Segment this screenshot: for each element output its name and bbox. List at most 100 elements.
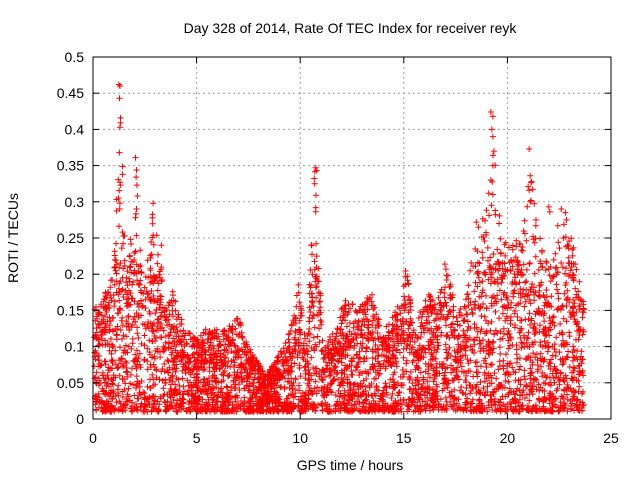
- data-point: [354, 352, 361, 359]
- data-point: [113, 207, 120, 214]
- data-point: [477, 363, 484, 370]
- data-point: [563, 339, 570, 346]
- data-point: [171, 365, 178, 372]
- data-point: [101, 358, 108, 365]
- data-point: [109, 276, 116, 283]
- data-point: [219, 389, 226, 396]
- x-tick-label: 15: [396, 430, 412, 446]
- data-point: [351, 381, 358, 388]
- data-point: [487, 280, 494, 287]
- data-point: [288, 322, 295, 329]
- data-point: [237, 362, 244, 369]
- data-point: [343, 323, 350, 330]
- data-point: [559, 264, 566, 271]
- data-point: [165, 369, 172, 376]
- data-point: [166, 332, 173, 339]
- data-point: [148, 251, 155, 258]
- data-point: [467, 343, 474, 350]
- data-point: [514, 314, 521, 321]
- data-point: [534, 366, 541, 373]
- data-point: [564, 408, 571, 415]
- data-point: [372, 369, 379, 376]
- data-point: [214, 353, 221, 360]
- data-point: [93, 380, 100, 387]
- data-point: [551, 401, 558, 408]
- data-point: [297, 407, 304, 414]
- data-point: [211, 364, 218, 371]
- data-point: [512, 254, 519, 261]
- data-point: [558, 206, 565, 213]
- data-point: [123, 323, 130, 330]
- data-point: [519, 389, 526, 396]
- data-point: [553, 286, 560, 293]
- data-point: [492, 308, 499, 315]
- data-point: [131, 270, 138, 277]
- data-point: [467, 390, 474, 397]
- data-point: [230, 349, 237, 356]
- data-point: [306, 387, 313, 394]
- data-point: [450, 326, 457, 333]
- data-point: [420, 376, 427, 383]
- data-point: [433, 323, 440, 330]
- data-point: [370, 302, 377, 309]
- data-point: [286, 384, 293, 391]
- data-point: [536, 282, 543, 289]
- data-point: [307, 267, 314, 274]
- data-point: [369, 291, 376, 298]
- data-point: [125, 343, 132, 350]
- data-point: [99, 388, 106, 395]
- data-point: [490, 338, 497, 345]
- data-point: [395, 326, 402, 333]
- data-point: [504, 305, 511, 312]
- data-point: [506, 334, 513, 341]
- data-point: [521, 373, 528, 380]
- data-point: [215, 393, 222, 400]
- data-point: [462, 304, 469, 311]
- data-point: [182, 360, 189, 367]
- data-point: [342, 347, 349, 354]
- data-point: [92, 374, 99, 381]
- data-point: [311, 175, 318, 182]
- data-point: [462, 405, 469, 412]
- data-point: [184, 352, 191, 359]
- data-point: [114, 325, 121, 332]
- data-point: [507, 268, 514, 275]
- data-point: [509, 396, 516, 403]
- data-point: [526, 259, 533, 266]
- data-point: [149, 393, 156, 400]
- data-point: [191, 358, 198, 365]
- data-point: [215, 342, 222, 349]
- data-point: [292, 390, 299, 397]
- data-point: [484, 257, 491, 264]
- data-point: [166, 364, 173, 371]
- data-point: [499, 335, 506, 342]
- data-point: [417, 334, 424, 341]
- data-point: [255, 370, 262, 377]
- data-point: [471, 288, 478, 295]
- data-point: [151, 333, 158, 340]
- data-point: [210, 396, 217, 403]
- data-point: [233, 402, 240, 408]
- data-point: [456, 332, 463, 339]
- data-point: [205, 336, 212, 343]
- data-point: [399, 366, 406, 373]
- data-point: [425, 338, 432, 345]
- data-point: [171, 338, 178, 345]
- data-point: [230, 377, 237, 384]
- data-point: [488, 346, 495, 353]
- data-point: [201, 360, 208, 367]
- data-point: [561, 387, 568, 394]
- data-point: [102, 405, 109, 412]
- data-point: [564, 287, 571, 294]
- data-point: [304, 380, 311, 387]
- data-point: [449, 365, 456, 372]
- data-point: [487, 254, 494, 261]
- data-point: [464, 311, 471, 318]
- data-point: [562, 270, 569, 277]
- data-point: [146, 337, 153, 344]
- data-point: [315, 387, 322, 394]
- data-point: [116, 200, 123, 207]
- data-point: [547, 278, 554, 285]
- data-point: [108, 350, 115, 357]
- data-point: [334, 325, 341, 332]
